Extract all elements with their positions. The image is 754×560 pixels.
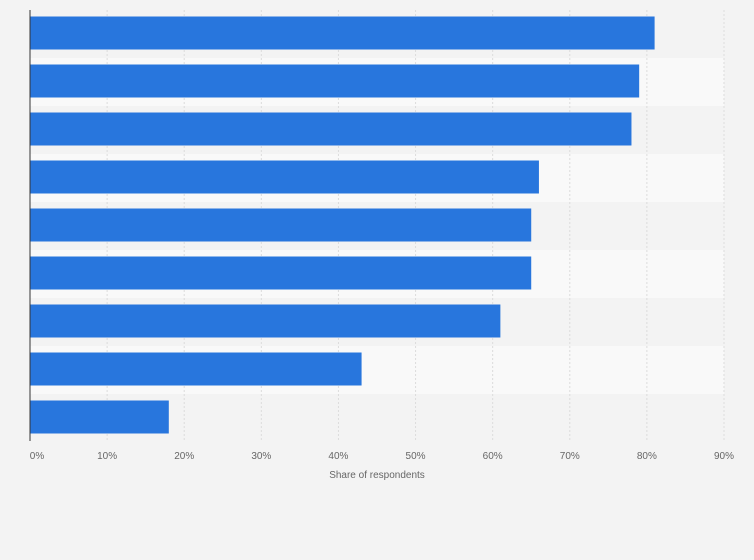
bar — [30, 16, 655, 50]
bar — [30, 304, 501, 338]
x-axis-ticks: 0% 10% 20% 30% 40% 50% 60% 70% 80% 90% — [30, 451, 734, 462]
x-tick-label: 90% — [714, 451, 734, 462]
bars — [30, 16, 655, 434]
x-tick-label: 50% — [406, 451, 426, 462]
x-tick-label: 70% — [560, 451, 580, 462]
x-tick-label: 20% — [174, 451, 194, 462]
bar — [30, 256, 532, 290]
bar — [30, 160, 539, 194]
x-tick-label: 80% — [637, 451, 657, 462]
x-tick-label: 10% — [97, 451, 117, 462]
bar — [30, 112, 632, 146]
bar — [30, 352, 362, 386]
bar — [30, 400, 169, 434]
x-tick-label: 40% — [328, 451, 348, 462]
x-tick-label: 0% — [30, 451, 45, 462]
bar — [30, 208, 532, 242]
bar — [30, 64, 640, 98]
x-tick-label: 60% — [483, 451, 503, 462]
x-axis-title: Share of respondents — [329, 470, 425, 481]
x-tick-label: 30% — [251, 451, 271, 462]
